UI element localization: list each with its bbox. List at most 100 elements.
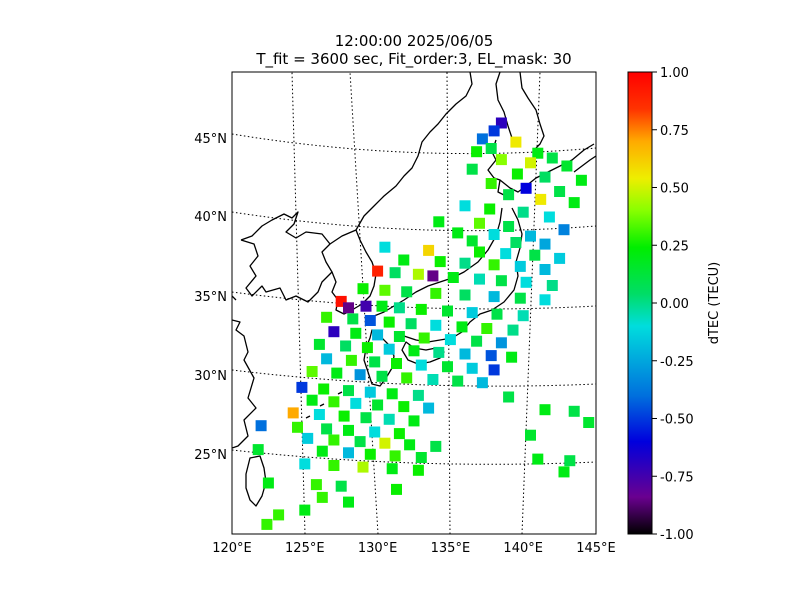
- dtec-point-158: [564, 455, 576, 467]
- dtec-point-90: [495, 337, 507, 349]
- dtec-point-4: [485, 143, 497, 154]
- dtec-point-98: [485, 350, 497, 362]
- lon-tick-label-5: 145°E: [576, 541, 616, 556]
- dtec-point-104: [415, 359, 427, 371]
- chart-title-line1: 12:00:00 2025/06/05: [335, 32, 494, 50]
- dtec-point-52: [474, 273, 485, 285]
- dtec-point-60: [459, 289, 471, 301]
- dtec-point-110: [354, 369, 366, 381]
- meridian-125: [291, 72, 306, 534]
- dtec-point-69: [415, 303, 427, 315]
- coast-taiwan: [245, 455, 267, 507]
- dtec-point-62: [514, 292, 526, 304]
- dtec-point-53: [495, 275, 507, 287]
- parallel-40: [232, 211, 596, 232]
- dtec-point-70: [442, 305, 453, 317]
- dtec-point-2: [476, 133, 488, 145]
- dtec-point-160: [328, 460, 340, 471]
- dtec-point-85: [372, 329, 384, 341]
- dtec-point-161: [357, 461, 369, 473]
- colorbar-tick-label-5: -0.25: [660, 355, 694, 370]
- dtec-point-34: [539, 238, 551, 250]
- dtec-point-78: [405, 318, 417, 330]
- dtec-point-25: [433, 216, 445, 228]
- dtec-point-122: [503, 391, 515, 403]
- dtec-point-27: [503, 221, 515, 232]
- dtec-point-82: [507, 324, 519, 336]
- dtec-point-164: [558, 466, 570, 478]
- dtec-point-118: [343, 385, 354, 397]
- dtec-point-7: [546, 152, 558, 164]
- dtec-point-12: [511, 168, 523, 180]
- parallel-30: [232, 369, 596, 387]
- dtec-point-67: [376, 300, 388, 312]
- dtec-point-142: [369, 426, 381, 438]
- dtec-point-58: [401, 286, 413, 298]
- dtec-point-92: [340, 340, 352, 352]
- dtec-point-15: [485, 178, 497, 189]
- dtec-point-20: [568, 197, 580, 209]
- dtec-point-120: [386, 388, 398, 400]
- colorbar: [627, 71, 653, 535]
- dtec-point-103: [391, 358, 402, 369]
- dtec-point-128: [423, 402, 435, 414]
- dtec-point-84: [350, 327, 362, 339]
- dtec-point-32: [466, 235, 478, 247]
- dtec-point-119: [364, 386, 376, 398]
- dtec-point-6: [532, 147, 544, 159]
- dtec-point-159: [299, 458, 311, 470]
- dtec-point-125: [350, 397, 362, 409]
- parallel-25: [232, 449, 596, 465]
- dtec-point-93: [361, 342, 373, 354]
- colorbar-ticks: 1.00 0.75 0.50 0.25 0.00 -0.25 -0.50 -0.75 -1.00: [652, 66, 694, 543]
- colorbar-tick-label-1: 0.75: [660, 124, 689, 139]
- dtec-point-141: [343, 424, 354, 436]
- dtec-point-71: [466, 307, 478, 319]
- dtec-point-117: [318, 383, 330, 395]
- dtec-point-9: [525, 157, 536, 169]
- dtec-point-137: [583, 417, 595, 428]
- dtec-point-44: [488, 259, 500, 271]
- dtec-point-108: [306, 366, 318, 377]
- dtec-point-63: [539, 294, 551, 306]
- dtec-point-163: [412, 464, 424, 476]
- dtec-point-150: [430, 440, 442, 452]
- dtec-point-129: [539, 404, 551, 416]
- dtec-point-18: [503, 189, 515, 201]
- dtec-point-168: [391, 483, 402, 495]
- dtec-point-68: [393, 302, 405, 314]
- dtec-point-134: [360, 412, 372, 424]
- dtec-point-77: [383, 316, 395, 328]
- colorbar-tick-label-7: -0.75: [660, 470, 694, 485]
- dtec-point-51: [447, 272, 459, 283]
- dtec-point-1: [488, 125, 500, 137]
- lat-tick-label-1: 30°N: [194, 369, 227, 384]
- dtec-point-139: [292, 421, 303, 433]
- dtec-point-132: [313, 409, 325, 420]
- dtec-point-169: [316, 491, 328, 503]
- dtec-point-49: [412, 268, 424, 280]
- parallel-35: [232, 291, 596, 310]
- dtec-point-65: [343, 302, 354, 314]
- dtec-point-87: [418, 332, 430, 344]
- dtec-point-97: [459, 348, 471, 360]
- coast-ryukyu: [305, 391, 343, 419]
- dtec-point-86: [393, 331, 405, 342]
- lon-tick-label-3: 135°E: [431, 541, 471, 556]
- dtec-point-14: [575, 174, 587, 186]
- dtec-point-80: [456, 321, 468, 333]
- dtec-point-124: [328, 396, 340, 408]
- dtec-point-22: [484, 203, 496, 215]
- dtec-point-105: [442, 361, 453, 373]
- dtec-point-35: [379, 241, 391, 253]
- dtec-point-11: [466, 163, 478, 175]
- coast-kuril: [573, 155, 596, 173]
- dtec-point-131: [287, 407, 299, 419]
- dtec-point-91: [313, 338, 325, 350]
- dtec-point-155: [389, 450, 401, 462]
- chart-title-line2: T_fit = 3600 sec, Fit_order:3, EL_mask: …: [255, 50, 571, 69]
- latitude-tick-labels: 25°N 30°N 35°N 40°N 45°N: [194, 132, 227, 463]
- dtec-point-48: [389, 267, 401, 279]
- dtec-point-173: [261, 518, 273, 530]
